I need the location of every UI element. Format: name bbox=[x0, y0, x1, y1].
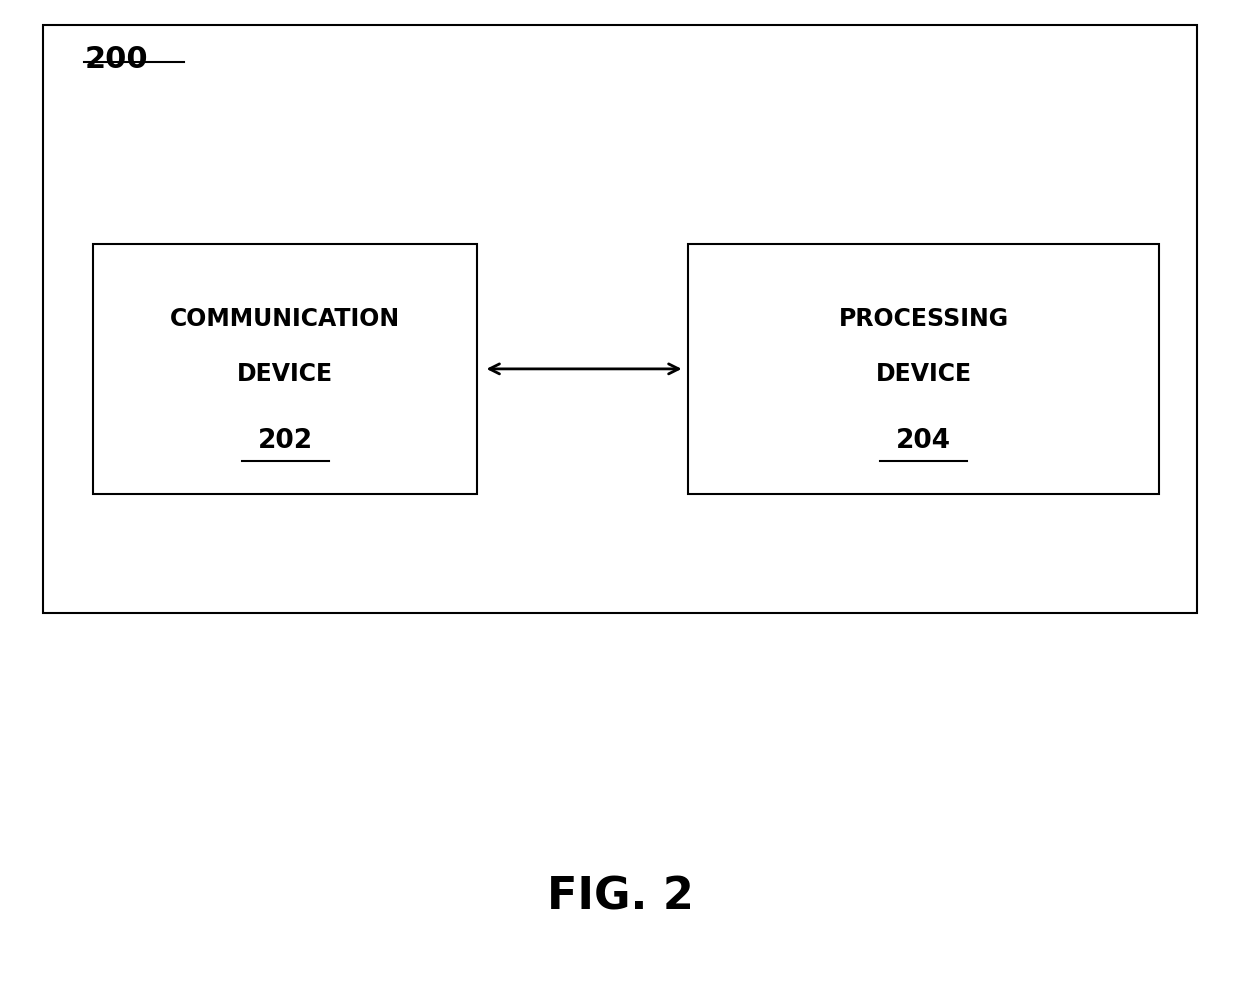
Bar bbox=[43, 25, 1197, 613]
Text: 202: 202 bbox=[258, 428, 312, 454]
Bar bbox=[688, 244, 1159, 494]
Text: PROCESSING: PROCESSING bbox=[838, 307, 1009, 331]
Bar bbox=[93, 244, 477, 494]
Text: 204: 204 bbox=[897, 428, 951, 454]
Text: 200: 200 bbox=[84, 45, 148, 74]
Text: FIG. 2: FIG. 2 bbox=[547, 875, 693, 919]
Text: DEVICE: DEVICE bbox=[237, 362, 334, 386]
Text: COMMUNICATION: COMMUNICATION bbox=[170, 307, 401, 331]
Text: DEVICE: DEVICE bbox=[875, 362, 972, 386]
